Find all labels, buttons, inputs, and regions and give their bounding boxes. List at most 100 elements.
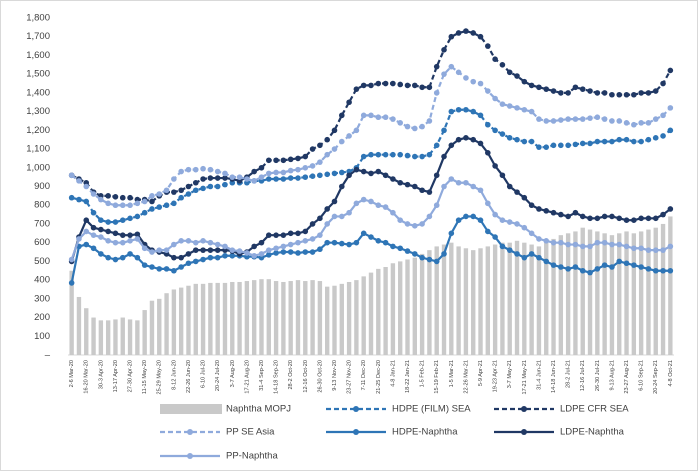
point — [178, 254, 184, 261]
point — [90, 209, 97, 216]
point — [251, 178, 257, 184]
point — [448, 108, 455, 115]
point — [601, 262, 608, 268]
point — [171, 267, 177, 274]
point — [105, 200, 111, 207]
point — [324, 206, 330, 212]
point — [558, 117, 564, 123]
point — [163, 266, 170, 272]
point — [127, 194, 133, 201]
y-tick-label: 500 — [34, 256, 50, 267]
point — [375, 114, 382, 121]
point — [127, 202, 133, 209]
point — [485, 150, 491, 156]
x-tick-label: 28-2 Oct-20 — [288, 360, 294, 390]
point — [287, 167, 294, 174]
point — [404, 248, 411, 254]
bar — [646, 229, 651, 355]
point — [463, 28, 469, 34]
point — [178, 168, 184, 175]
x-tick-label: 26-30 Jul-21 — [595, 360, 601, 391]
bar — [580, 227, 585, 355]
point — [433, 202, 440, 209]
point — [543, 144, 550, 150]
x-tick-label: 30-3 Apr-20 — [98, 360, 104, 389]
point — [295, 250, 301, 256]
point — [565, 90, 571, 96]
point — [572, 241, 579, 248]
point — [98, 217, 104, 223]
y-tick-label: 1,500 — [26, 69, 50, 80]
point — [441, 251, 447, 257]
x-tick-label: 6-10 Sep-21 — [639, 360, 645, 391]
point — [455, 106, 462, 113]
x-tick-label: 12-16 Jul-21 — [580, 360, 586, 391]
legend-marker — [521, 406, 527, 412]
point — [346, 133, 352, 139]
point — [178, 187, 184, 194]
point — [214, 183, 221, 190]
point — [660, 211, 666, 218]
x-tick-label: 28-2 Jul-21 — [566, 360, 572, 388]
point — [192, 187, 199, 194]
point — [258, 251, 265, 257]
point — [587, 115, 593, 121]
point — [346, 172, 352, 179]
x-tick-label: 6-10 Jul-20 — [201, 360, 207, 388]
point — [550, 209, 557, 216]
point — [178, 194, 184, 201]
point — [273, 176, 279, 182]
y-tick-label: 900 — [34, 181, 50, 192]
point — [601, 239, 608, 246]
legend-marker — [353, 406, 359, 412]
x-tick-label: 15-19 Feb-21 — [434, 360, 440, 394]
point — [499, 243, 506, 250]
point — [207, 239, 214, 246]
point — [119, 217, 126, 223]
point — [477, 140, 484, 147]
point — [353, 239, 360, 246]
point — [287, 230, 294, 237]
point — [105, 237, 111, 244]
point — [426, 256, 433, 263]
legend-swatch — [160, 404, 222, 414]
point — [594, 215, 601, 222]
point — [426, 84, 433, 91]
point — [645, 120, 652, 126]
point — [448, 33, 455, 40]
point — [302, 153, 309, 160]
legend-marker — [353, 429, 359, 435]
point — [660, 112, 666, 119]
point — [412, 251, 418, 257]
x-tick-label: 2-6 Mar-20 — [69, 360, 75, 387]
bar — [339, 283, 344, 355]
point — [433, 142, 440, 149]
point — [317, 232, 323, 238]
point — [470, 213, 477, 220]
point — [76, 236, 82, 242]
x-tick-label: 21-25 Dec-20 — [376, 360, 382, 394]
bar — [281, 281, 286, 355]
point — [404, 123, 411, 130]
point — [558, 264, 564, 270]
point — [492, 234, 498, 240]
bar — [346, 281, 352, 355]
bar — [500, 242, 505, 355]
point — [601, 116, 608, 122]
point — [492, 95, 498, 102]
point — [287, 241, 294, 248]
x-tick-label: 22-26 Jun-20 — [186, 360, 192, 393]
point — [623, 120, 630, 126]
bar — [215, 282, 220, 355]
point — [631, 262, 637, 268]
point — [616, 215, 623, 222]
point — [134, 200, 141, 207]
point — [594, 239, 601, 246]
bar — [76, 296, 82, 355]
point — [412, 183, 418, 190]
point — [331, 239, 338, 246]
y-tick-label: 700 — [34, 218, 50, 229]
point — [463, 213, 469, 220]
x-tick-label: 31-4 Sep-20 — [259, 360, 265, 391]
